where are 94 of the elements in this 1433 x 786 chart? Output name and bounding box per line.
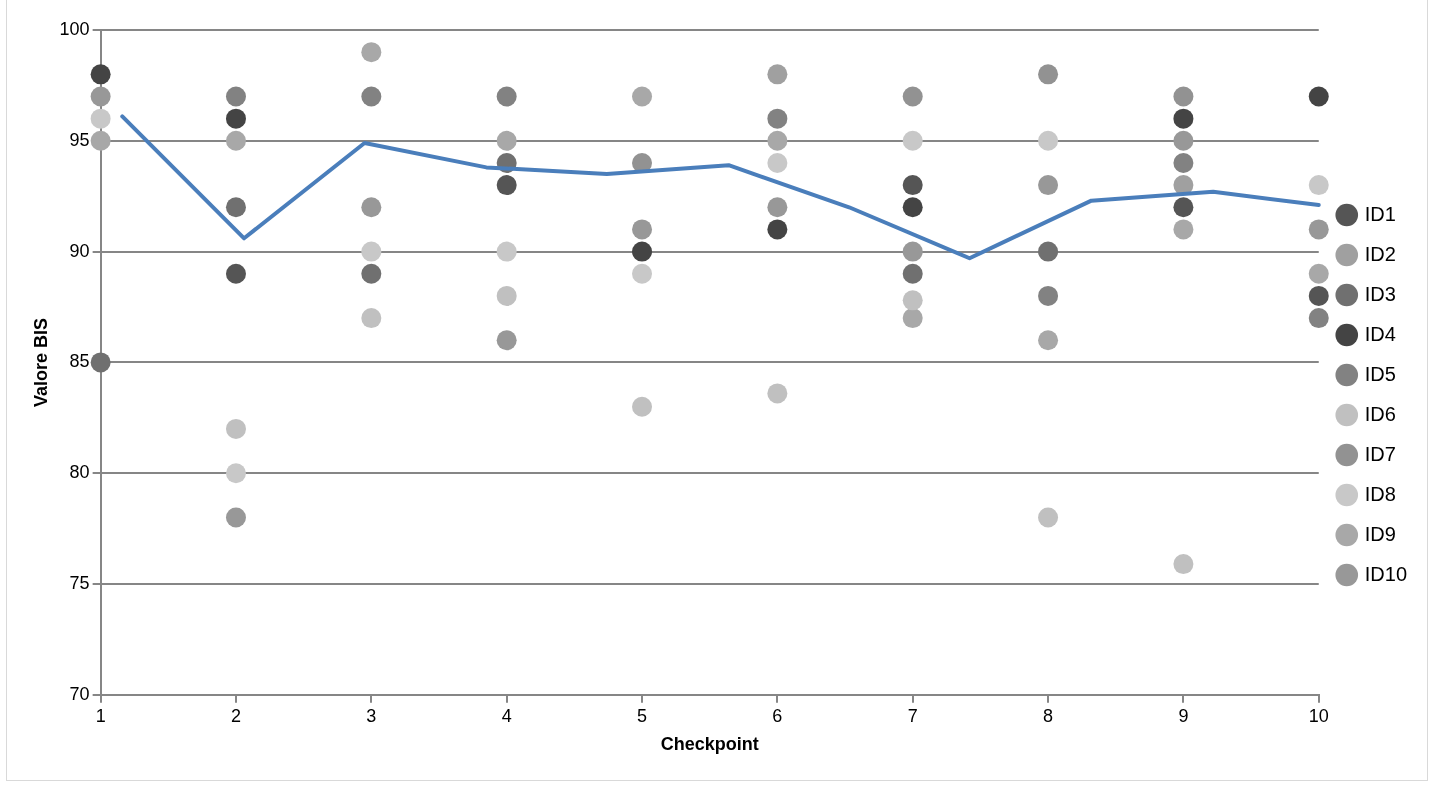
point (361, 241, 382, 262)
point (632, 263, 653, 284)
point (1308, 86, 1329, 107)
point (361, 86, 382, 107)
x-tick-label: 7 (907, 705, 918, 726)
point (1173, 219, 1194, 240)
point (496, 86, 517, 107)
point (1308, 175, 1329, 196)
point (1173, 197, 1194, 218)
y-tick-label: 80 (69, 462, 90, 483)
point (496, 175, 517, 196)
point (1173, 86, 1194, 107)
point (225, 463, 246, 484)
legend-label: ID8 (1364, 482, 1396, 505)
legend-label: ID3 (1364, 282, 1396, 305)
point (225, 130, 246, 151)
point (90, 86, 111, 107)
point (767, 64, 788, 85)
x-tick-label: 6 (772, 705, 783, 726)
point (1173, 152, 1194, 173)
point (90, 352, 111, 373)
y-tick-label: 75 (69, 572, 90, 593)
point (632, 86, 653, 107)
y-tick-label: 95 (69, 129, 90, 150)
x-tick-label: 1 (95, 705, 106, 726)
x-tick-label: 10 (1308, 705, 1329, 726)
point (902, 86, 923, 107)
point (1038, 330, 1059, 351)
point (1038, 130, 1059, 151)
point (1173, 554, 1194, 575)
point (225, 108, 246, 129)
x-axis-title: Checkpoint (660, 734, 759, 755)
legend-label: ID10 (1364, 562, 1407, 585)
x-tick-label: 8 (1043, 705, 1054, 726)
point (225, 507, 246, 528)
point (496, 130, 517, 151)
point (902, 175, 923, 196)
point (361, 197, 382, 218)
point (90, 108, 111, 129)
point (496, 330, 517, 351)
x-tick-label: 3 (366, 705, 377, 726)
point (1308, 285, 1329, 306)
point (902, 308, 923, 329)
point (1308, 308, 1329, 329)
legend-label: ID6 (1364, 402, 1396, 425)
point (767, 130, 788, 151)
legend-label: ID9 (1364, 522, 1396, 545)
point (632, 219, 653, 240)
point (225, 197, 246, 218)
point (1308, 219, 1329, 240)
point (767, 383, 788, 404)
point (767, 219, 788, 240)
point (632, 241, 653, 262)
legend-label: ID4 (1364, 322, 1396, 345)
point (902, 130, 923, 151)
legend-label: ID5 (1364, 362, 1396, 385)
y-tick-label: 90 (69, 240, 90, 261)
point (225, 86, 246, 107)
legend-label: ID1 (1364, 202, 1396, 225)
point (225, 418, 246, 439)
point (361, 308, 382, 329)
point (902, 290, 923, 311)
point (361, 42, 382, 63)
point (90, 64, 111, 85)
legend-label: ID2 (1364, 242, 1396, 265)
legend-label: ID7 (1364, 442, 1396, 465)
y-axis-title: Valore BIS (30, 317, 51, 407)
point (1173, 130, 1194, 151)
point (1038, 64, 1059, 85)
x-tick-label: 5 (637, 705, 648, 726)
point (767, 108, 788, 129)
point (496, 285, 517, 306)
point (902, 197, 923, 218)
y-tick-label: 70 (69, 683, 90, 704)
point (90, 130, 111, 151)
point (1038, 285, 1059, 306)
point (902, 263, 923, 284)
point (632, 396, 653, 417)
point (1308, 263, 1329, 284)
point (1038, 507, 1059, 528)
point (902, 241, 923, 262)
point (361, 263, 382, 284)
y-tick-label: 85 (69, 351, 90, 372)
x-tick-label: 4 (501, 705, 512, 726)
point (1038, 241, 1059, 262)
point (767, 152, 788, 173)
point (225, 263, 246, 284)
y-tick-label: 100 (59, 18, 90, 39)
point (767, 197, 788, 218)
x-tick-label: 2 (230, 705, 241, 726)
x-tick-label: 9 (1178, 705, 1189, 726)
point (1038, 175, 1059, 196)
point (1173, 108, 1194, 129)
point (496, 241, 517, 262)
